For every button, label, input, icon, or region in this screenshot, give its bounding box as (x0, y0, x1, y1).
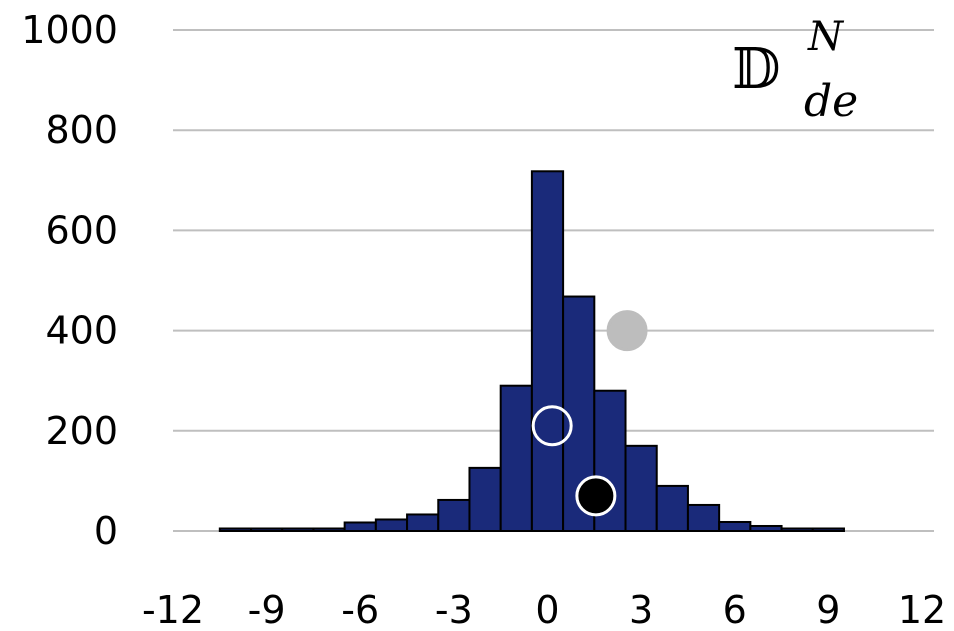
histogram-bar (218, 527, 253, 532)
histogram-bar (250, 527, 284, 532)
chart-title: 𝔻 N de (732, 14, 858, 127)
histogram-bar (686, 503, 721, 532)
histogram-bar (499, 384, 533, 532)
histogram-bar (406, 513, 440, 532)
histogram-bar (530, 170, 565, 532)
histogram-bar (281, 527, 315, 532)
y-tick-label: 600 (45, 208, 118, 252)
histogram-bar (374, 518, 409, 532)
histogram-bar (811, 527, 845, 532)
x-tick-label: 12 (898, 588, 946, 631)
histogram-bar (749, 524, 783, 532)
y-tick-label: 1000 (21, 8, 118, 52)
histogram-bar (624, 444, 658, 532)
x-tick-label: -12 (142, 588, 204, 631)
x-tick-label: -6 (341, 588, 379, 631)
histogram-bar (655, 484, 689, 533)
bars (218, 170, 845, 533)
histogram-bar (343, 521, 377, 532)
title-symbol: 𝔻 (732, 37, 781, 102)
x-tick-label: 9 (816, 588, 840, 631)
markers (531, 310, 648, 517)
gray-dot-marker (606, 310, 648, 352)
hollow-dot-marker (531, 405, 573, 447)
histogram-bar (312, 527, 346, 532)
histogram-bar (780, 527, 814, 532)
y-tick-label: 0 (94, 509, 118, 553)
histogram-bar (468, 466, 502, 532)
black-dot-marker (575, 475, 617, 517)
y-tick-label: 800 (45, 108, 118, 152)
title-superscript: N (807, 14, 845, 60)
x-tick-label: 0 (535, 588, 559, 631)
x-axis-ticks: -12 -9 -6 -3 0 3 6 9 12 (142, 588, 946, 631)
histogram-bar (718, 520, 752, 532)
title-subscript: de (804, 76, 858, 127)
y-tick-label: 200 (45, 409, 118, 453)
x-tick-label: -9 (248, 588, 286, 631)
y-tick-label: 400 (45, 309, 118, 353)
x-tick-label: 3 (629, 588, 653, 631)
y-axis-ticks: 0 200 400 600 800 1000 (21, 8, 118, 553)
x-tick-label: 6 (723, 588, 747, 631)
x-tick-label: -3 (435, 588, 473, 631)
histogram-bar (437, 498, 471, 532)
